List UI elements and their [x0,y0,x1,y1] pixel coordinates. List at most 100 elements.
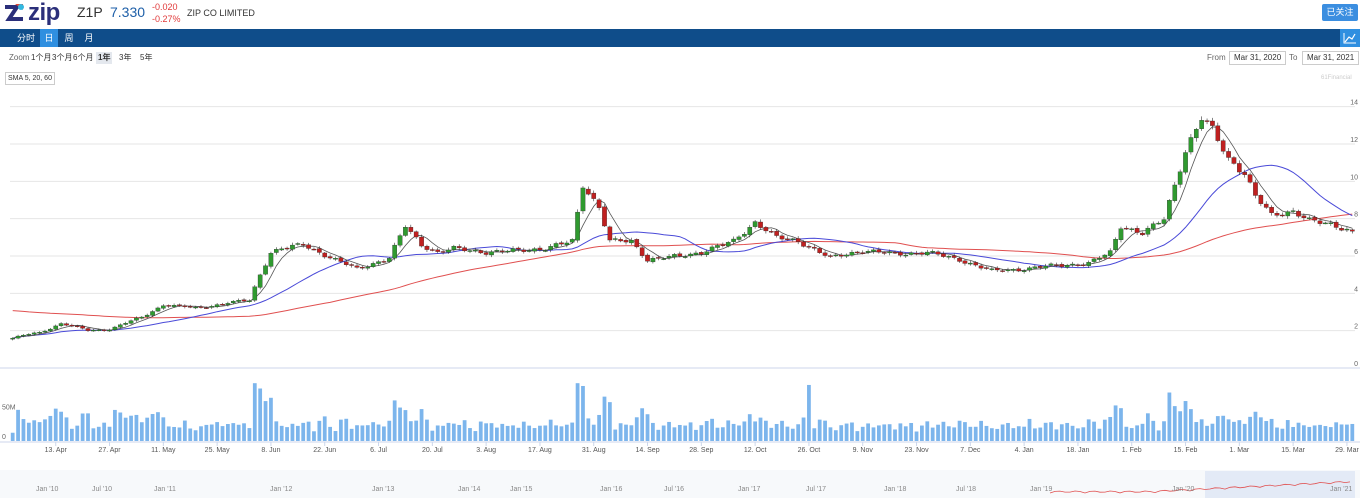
candle-body [409,227,413,231]
volume-bar [463,420,467,441]
volume-bar [560,426,564,441]
candle-body [446,250,450,252]
candle-body [54,326,58,329]
candle-body [70,325,74,326]
volume-bar [145,418,149,441]
candle-body [269,253,273,266]
volume-bar [1071,426,1075,441]
candle-body [1027,268,1031,270]
navigator-label: Jan '18 [884,486,906,493]
volume-bar [124,418,128,441]
candle-body [167,305,171,306]
candle-body [678,254,682,256]
candle-body [376,262,380,264]
volume-bar [210,425,214,441]
candle-body [952,256,956,258]
x-tick-label: 1. Feb [1122,447,1142,454]
candle-body [430,250,434,251]
volume-bar [1178,411,1182,441]
volume-bar [1243,424,1247,441]
candle-body [1043,266,1047,268]
volume-bar [796,424,800,441]
candle-body [1296,211,1300,216]
candle-body [64,324,68,326]
candle-body [231,301,235,303]
volume-bar [441,426,445,441]
candle-body [452,246,456,250]
y-tick-label: 14 [1350,100,1358,107]
volume-bar [1001,424,1005,441]
candle-body [134,318,138,320]
volume-bar [264,401,268,441]
volume-bar [915,431,919,441]
candle-body [441,251,445,252]
volume-bar [1151,421,1155,441]
candle-body [1226,151,1230,157]
candle-body [979,266,983,269]
volume-bar [280,426,284,441]
volume-bar [834,430,838,441]
candle-body [957,258,961,261]
volume-bar [129,416,133,441]
candle-body [118,325,122,328]
volume-bar [108,427,112,441]
volume-bar [694,430,698,441]
candle-body [602,207,606,226]
candle-body [479,250,483,252]
candle-body [780,236,784,239]
candle-body [473,250,477,251]
candle-body [839,255,843,256]
volume-bar [1033,428,1037,441]
candle-body [172,305,176,307]
volume-bar [339,420,343,441]
candle-body [586,189,590,194]
volume-bar [156,412,160,441]
candle-body [1135,228,1139,232]
volume-bar [1297,423,1301,441]
candle-body [1092,259,1096,262]
candle-body [694,253,698,255]
candle-body [624,240,628,242]
candle-body [1210,121,1214,126]
candle-body [640,248,644,256]
candle-body [753,222,757,227]
volume-bar [543,425,547,441]
candle-body [1140,233,1144,235]
volume-bar [1098,429,1102,441]
candle-body [236,300,240,301]
candle-body [597,200,601,208]
volume-bar [1291,427,1295,441]
volume-bar [1184,401,1188,441]
candle-body [1329,223,1333,224]
volume-bar [404,410,408,441]
volume-bar [861,427,865,441]
volume-bar [393,400,397,441]
candle-body [565,243,569,245]
volume-bar [43,419,47,441]
volume-bar [54,409,58,441]
volume-bar [769,428,773,441]
candle-body [97,330,101,331]
volume-bar [721,427,725,441]
candle-body [823,253,827,256]
x-tick-label: 8. Jun [261,447,280,454]
volume-bar [904,426,908,441]
volume-bar [1324,426,1328,441]
volume-bar [742,421,746,441]
candle-body [1232,158,1236,164]
candle-body [344,262,348,265]
x-tick-label: 11. May [151,447,176,454]
candle-body [48,329,52,331]
volume-bar [732,424,736,441]
candle-body [549,246,553,249]
volume-bar [296,426,300,441]
candle-body [785,239,789,240]
candle-body [306,245,310,249]
candle-body [1275,213,1279,215]
candle-body [963,261,967,264]
candle-body [656,257,660,258]
candle-body [107,330,111,331]
candle-body [1323,223,1327,224]
candle-body [1205,121,1209,122]
volume-bar [592,425,596,441]
